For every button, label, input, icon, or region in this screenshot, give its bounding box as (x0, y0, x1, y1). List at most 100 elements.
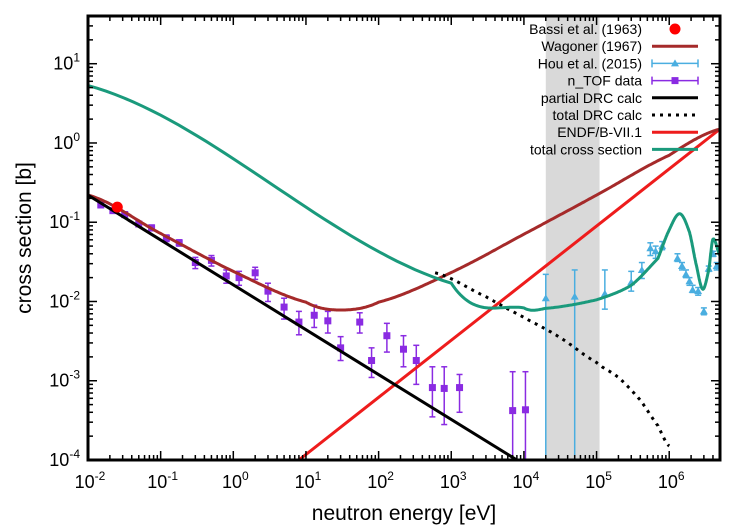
data-point (600, 269, 609, 310)
data-point (324, 310, 332, 334)
square-marker (383, 332, 391, 340)
series-hou-et-al-2015 (541, 240, 720, 460)
data-point (570, 269, 579, 460)
data-point (251, 266, 259, 281)
legend-swatch (669, 23, 681, 35)
square-marker (412, 357, 420, 365)
y-tick-label: 10-4 (49, 447, 80, 470)
triangle-marker (541, 294, 550, 302)
triangle-marker (699, 307, 708, 315)
square-marker (264, 287, 272, 295)
y-tick-label: 100 (53, 130, 80, 153)
data-point (368, 347, 376, 379)
square-marker (280, 303, 288, 311)
square-marker (456, 384, 464, 392)
square-marker (509, 407, 517, 415)
square-marker (356, 318, 364, 326)
shaded-region (545, 16, 600, 460)
square-marker (251, 269, 259, 277)
square-marker (337, 344, 345, 352)
data-point (337, 335, 345, 362)
series-endf-b-vii-1 (297, 127, 720, 460)
triangle-marker (712, 262, 720, 270)
triangle-marker (651, 247, 660, 255)
data-point (688, 284, 697, 294)
legend-label: ENDF/B-VII.1 (557, 124, 642, 140)
triangle-marker (688, 285, 697, 293)
x-tick-label: 10-2 (75, 469, 106, 492)
legend: Bassi et al. (1963)Wagoner (1967)Hou et … (529, 21, 699, 157)
triangle-marker (570, 292, 579, 300)
legend-entry: ENDF/B-VII.1 (557, 124, 698, 140)
x-tick-label: 100 (222, 469, 249, 492)
data-point (681, 269, 690, 279)
triangle-marker (637, 265, 646, 273)
series-wagoner-1967 (88, 127, 720, 312)
x-axis-title: neutron energy [eV] (312, 502, 496, 525)
y-tick-label: 10-2 (49, 288, 80, 311)
data-point (699, 307, 708, 316)
legend-label: Bassi et al. (1963) (529, 21, 642, 37)
series-line (88, 84, 720, 312)
series-line (88, 193, 518, 460)
square-marker (121, 211, 129, 219)
series-line (297, 127, 720, 460)
data-point (541, 273, 550, 460)
legend-entry: partial DRC calc (541, 90, 698, 106)
legend-entry: Bassi et al. (1963) (529, 21, 681, 37)
data-point (685, 276, 694, 287)
data-point (295, 310, 303, 336)
square-marker (97, 201, 105, 209)
y-tick-label: 10-3 (49, 368, 80, 391)
shaded-energy-region (545, 16, 600, 460)
series-line (434, 271, 671, 448)
triangle-marker (673, 254, 682, 262)
legend-entry: total DRC calc (553, 107, 698, 123)
data-point (646, 242, 655, 257)
x-tick-label: 101 (295, 469, 322, 492)
x-tick-label: 10-1 (147, 469, 178, 492)
triangle-marker (646, 244, 655, 252)
legend-label: total DRC calc (553, 107, 642, 123)
data-point (383, 322, 391, 353)
square-marker (295, 318, 303, 326)
triangle-marker (678, 262, 687, 270)
data-point (310, 304, 318, 329)
legend-entry: total cross section (530, 141, 698, 157)
x-tick-label: 103 (440, 469, 467, 492)
legend-entry: Wagoner (1967) (541, 38, 698, 54)
legend-marker (671, 77, 679, 85)
legend-entry: Hou et al. (2015) (538, 55, 699, 71)
legend-label: Hou et al. (2015) (538, 55, 642, 71)
legend-label: total cross section (530, 141, 642, 157)
triangle-marker (685, 277, 694, 285)
series-total-drc-calc (434, 271, 671, 448)
x-tick-label: 102 (367, 469, 394, 492)
square-marker (440, 384, 448, 392)
legend-label: partial DRC calc (541, 90, 642, 106)
data-point (456, 373, 464, 414)
square-marker (399, 345, 407, 353)
series-layer (88, 84, 720, 460)
x-tick-label: 105 (585, 469, 612, 492)
series-partial-drc-calc (88, 193, 518, 460)
legend-label: n_TOF data (568, 73, 643, 89)
series-line (88, 127, 720, 312)
data-point (694, 286, 703, 296)
square-marker (235, 274, 243, 282)
x-tick-label: 104 (513, 469, 540, 492)
legend-label: Wagoner (1967) (541, 38, 642, 54)
square-marker (324, 317, 332, 325)
square-marker (521, 406, 529, 414)
square-marker (135, 220, 143, 228)
square-marker (368, 357, 376, 365)
y-tick-label: 101 (53, 51, 80, 74)
x-tick-label: 106 (658, 469, 685, 492)
data-point (412, 344, 420, 386)
data-point (399, 334, 407, 368)
legend-marker (671, 59, 679, 67)
y-axis-title: cross section [b] (13, 162, 36, 314)
data-point (356, 312, 364, 334)
legend-entry: n_TOF data (568, 73, 699, 89)
square-marker (428, 384, 436, 392)
